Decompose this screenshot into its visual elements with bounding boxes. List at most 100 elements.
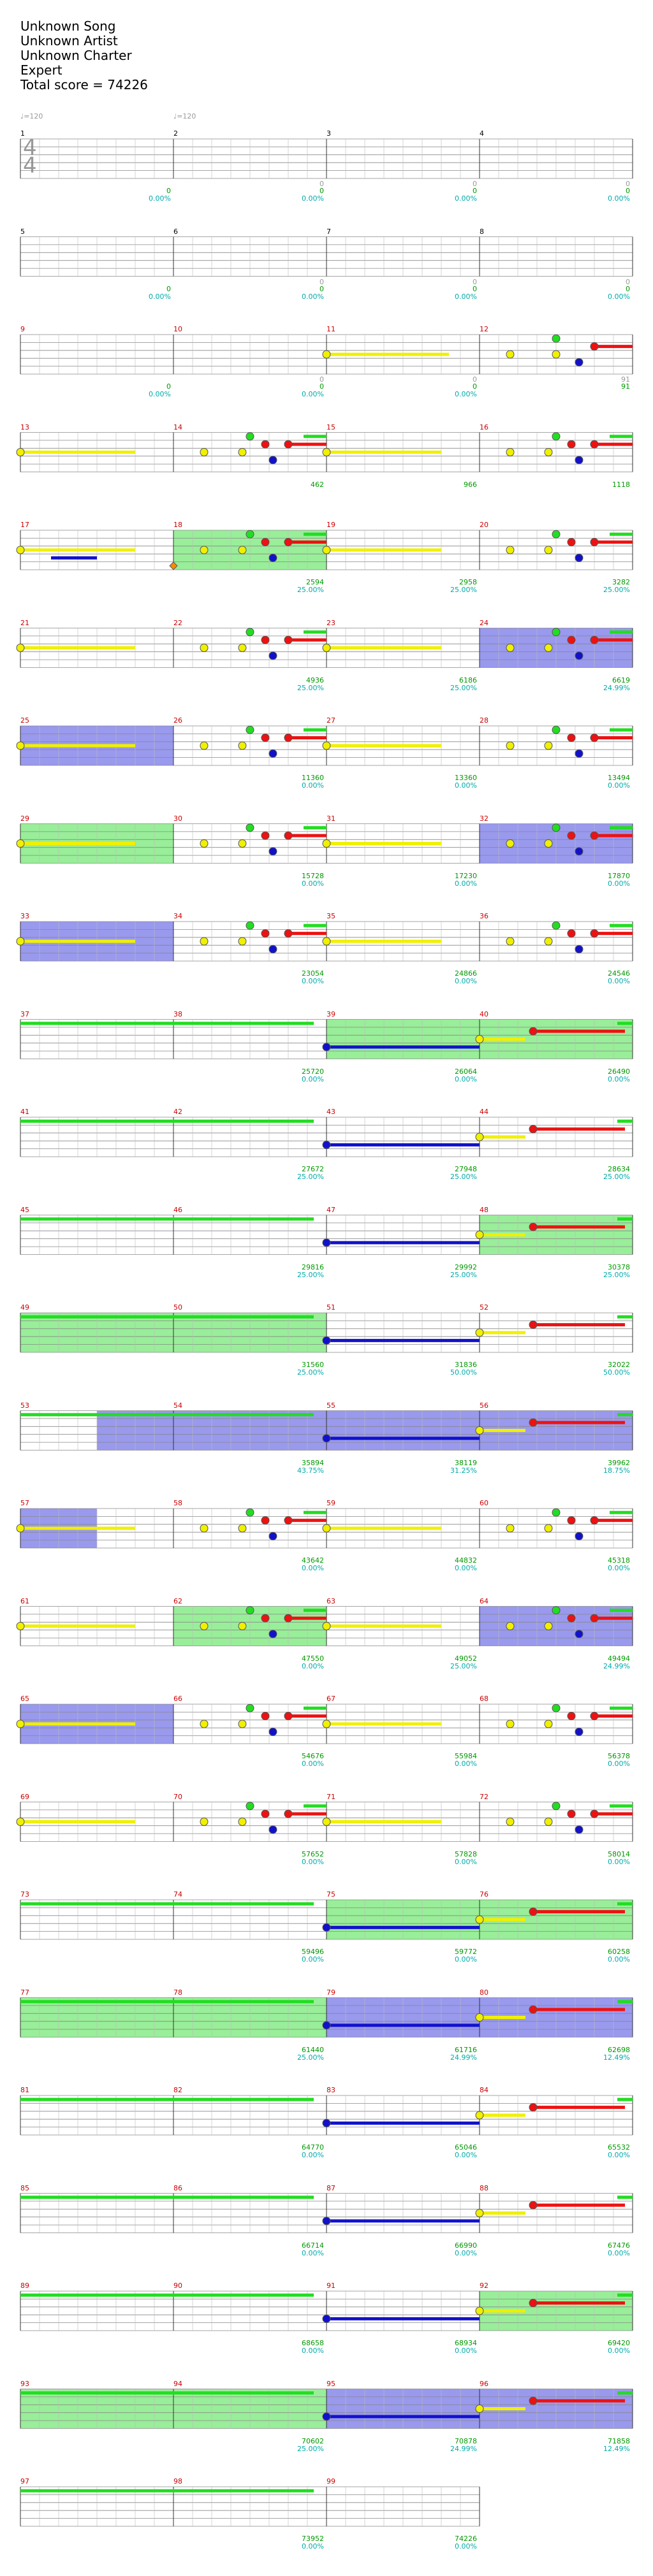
measure-sp-percent: 25.00% [297, 2444, 324, 2453]
measure-number: 86 [173, 2183, 182, 2192]
note-yellow [322, 448, 331, 456]
note-red [261, 1809, 270, 1818]
note-green [246, 1606, 254, 1615]
note-red [284, 1516, 293, 1525]
measure-number: 57 [20, 1499, 29, 1507]
measure-sp-percent: 0.00% [302, 1955, 324, 1964]
note-red [284, 831, 293, 840]
measure-number: 37 [20, 1009, 29, 1018]
measure-number: 33 [20, 912, 29, 920]
measure-score: 6186 [459, 676, 477, 684]
note-red [590, 734, 599, 742]
measure-score: 11360 [302, 774, 324, 782]
note-yellow [544, 644, 553, 652]
song-title: Unknown Song [20, 18, 116, 34]
note-blue [268, 1630, 277, 1639]
measure-score: 69420 [608, 2339, 630, 2347]
measure-sp-percent: 25.00% [603, 586, 630, 594]
measure-number: 95 [326, 2379, 335, 2388]
measure-sp-percent: 0.00% [455, 977, 477, 985]
note-blue [322, 2021, 331, 2030]
measure-number: 75 [326, 1890, 335, 1899]
measure-number: 93 [20, 2379, 29, 2388]
note-red [284, 1614, 293, 1623]
note-yellow [16, 1719, 25, 1728]
measure-number: 58 [173, 1499, 182, 1507]
measure-number: 2 [173, 129, 178, 138]
note-red [567, 1809, 576, 1818]
measure-number: 31 [326, 814, 335, 823]
measure-number: 8 [480, 227, 484, 236]
measure-number: 70 [173, 1792, 182, 1801]
measure-number: 17 [20, 521, 29, 529]
note-red [284, 538, 293, 547]
measure-sp-percent: 0.00% [302, 1857, 324, 1866]
measure-multiplier: 0 [626, 180, 630, 188]
note-red [261, 1712, 270, 1721]
measure-number: 43 [326, 1108, 335, 1116]
measure-score: 68658 [302, 2339, 324, 2347]
note-red [590, 342, 599, 351]
measure-score: 60258 [608, 1948, 630, 1956]
measure-score: 57652 [302, 1849, 324, 1858]
note-yellow [238, 1524, 247, 1533]
measure-number: 94 [173, 2379, 182, 2388]
note-blue [268, 847, 277, 856]
measure-number: 5 [20, 227, 25, 236]
measure-sp-percent: 25.00% [603, 1173, 630, 1181]
measure-score: 39962 [608, 1458, 630, 1467]
note-yellow [200, 1719, 209, 1728]
measure-number: 9 [20, 325, 25, 333]
measure-number: 99 [326, 2477, 335, 2486]
measure-number: 67 [326, 1695, 335, 1703]
measure-score: 0 [166, 382, 171, 391]
measure-score: 2594 [306, 578, 324, 586]
measure-score: 32022 [608, 1361, 630, 1369]
note-yellow [506, 448, 515, 456]
measure-number: 21 [20, 618, 29, 627]
measure-sp-percent: 25.00% [450, 586, 477, 594]
measure-number: 38 [173, 1009, 182, 1018]
measure-multiplier: 0 [473, 375, 477, 384]
measure-sp-percent: 0.00% [455, 2542, 477, 2551]
note-yellow [322, 937, 331, 946]
note-yellow [506, 1818, 515, 1826]
measure-sp-percent: 25.00% [297, 683, 324, 692]
measure-number: 35 [326, 912, 335, 920]
measure-number: 3 [326, 129, 331, 138]
note-yellow [475, 1231, 484, 1239]
note-blue [575, 456, 583, 465]
measure-number: 1 [20, 129, 25, 138]
note-red [567, 1516, 576, 1525]
measure-score: 47550 [302, 1654, 324, 1663]
note-yellow [16, 839, 25, 848]
note-red [261, 831, 270, 840]
note-red [529, 1321, 538, 1329]
measure-score: 59772 [455, 1948, 477, 1956]
measure-sp-percent: 0.00% [608, 2248, 630, 2257]
note-yellow [322, 644, 331, 652]
measure-number: 64 [480, 1596, 488, 1605]
note-green [552, 1508, 561, 1517]
note-yellow [506, 1719, 515, 1728]
note-yellow [506, 937, 515, 946]
note-yellow [506, 546, 515, 554]
measure-number: 29 [20, 814, 29, 823]
measure-number: 89 [20, 2282, 29, 2290]
measure-score: 24866 [455, 969, 477, 978]
note-blue [322, 1140, 331, 1149]
note-yellow [16, 937, 25, 946]
note-yellow [322, 1524, 331, 1533]
measure-sp-percent: 25.00% [603, 1270, 630, 1279]
note-yellow [200, 546, 209, 554]
chart-header: Unknown Song Unknown Artist Unknown Char… [20, 19, 148, 92]
measure-number: 74 [173, 1890, 182, 1899]
measure-score: 62698 [608, 2045, 630, 2054]
note-yellow [475, 2306, 484, 2315]
measure-number: 51 [326, 1303, 335, 1312]
measure-score: 68934 [455, 2339, 477, 2347]
note-blue [575, 944, 583, 953]
measure-number: 50 [173, 1303, 182, 1312]
measure-sp-percent: 18.75% [603, 1466, 630, 1475]
note-yellow [475, 2013, 484, 2022]
